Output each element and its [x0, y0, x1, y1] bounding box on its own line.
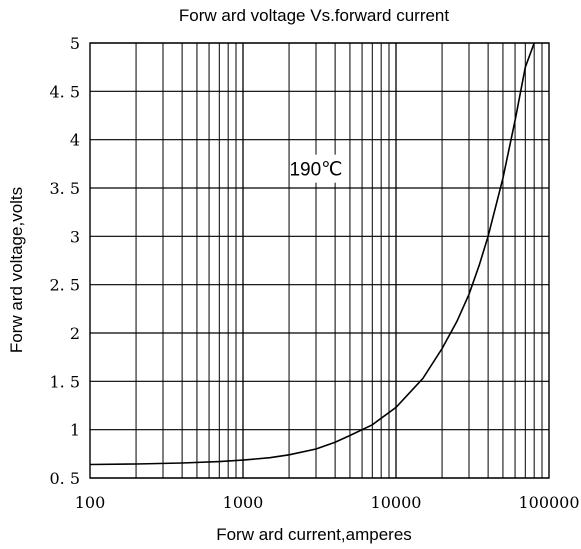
y-tick-label: 4. 5 [49, 82, 80, 101]
y-tick-label: 0. 5 [49, 469, 80, 488]
y-tick-label: 1. 5 [49, 372, 80, 391]
x-tick-label: 100 [75, 493, 106, 512]
y-tick-label: 1 [70, 421, 80, 440]
x-tick-label: 1000 [223, 493, 264, 512]
y-tick-label: 2 [70, 324, 80, 343]
annotation-layer: 190℃ [289, 154, 344, 183]
x-tick-label: 10000 [371, 493, 422, 512]
series-line [89, 42, 535, 466]
x-tick-labels: 100 1000 10000 100000 [75, 493, 580, 512]
x-tick-label: 100000 [518, 493, 579, 512]
annotation-background [289, 154, 344, 183]
y-tick-labels: 0. 5 1 1. 5 2 2. 5 3 3. 5 4 4. 5 5 [49, 34, 80, 488]
y-tick-label: 4 [70, 131, 80, 150]
y-tick-label: 5 [70, 34, 80, 53]
y-axis-title: Forw ard voltage,volts [7, 187, 26, 353]
y-tick-label: 3. 5 [49, 179, 80, 198]
temperature-annotation: 190℃ [289, 160, 342, 181]
y-tick-label: 3 [70, 227, 80, 246]
plot-frame [89, 42, 550, 479]
y-tick-label: 2. 5 [49, 276, 80, 295]
grid-layer [90, 42, 549, 479]
x-axis-title: Forw ard current,amperes [216, 525, 412, 544]
chart-title: Forw ard voltage Vs.forward current [179, 6, 449, 25]
